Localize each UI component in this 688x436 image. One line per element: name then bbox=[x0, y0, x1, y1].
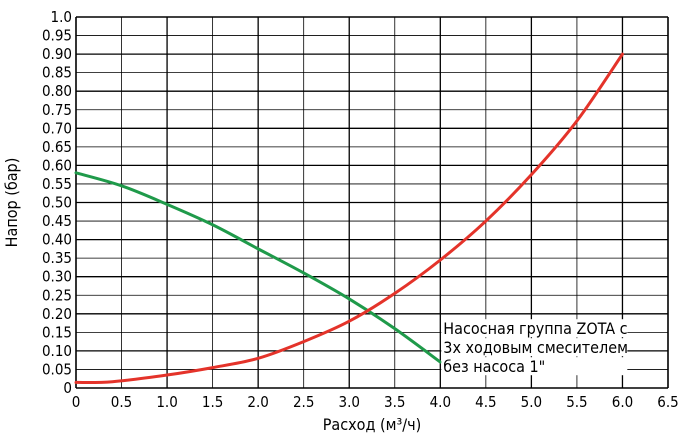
y-tick-label: 1.0 bbox=[51, 8, 72, 26]
y-tick-label: 0.40 bbox=[42, 231, 72, 249]
y-tick-label: 0.45 bbox=[42, 212, 72, 230]
y-tick-label: 0 bbox=[63, 379, 72, 397]
x-tick-label: 3.5 bbox=[384, 393, 405, 411]
y-tick-label: 0.35 bbox=[42, 249, 72, 267]
x-tick-label: 6.0 bbox=[612, 393, 633, 411]
x-tick-label: 4.5 bbox=[475, 393, 496, 411]
y-tick-label: 0.80 bbox=[42, 82, 72, 100]
y-tick-label: 0.10 bbox=[42, 342, 72, 360]
series-group bbox=[74, 52, 624, 384]
x-tick-label: 0.5 bbox=[111, 393, 132, 411]
x-tick-label: 5.0 bbox=[521, 393, 542, 411]
y-tick-label: 0.70 bbox=[42, 119, 72, 137]
y-tick-label: 0.30 bbox=[42, 268, 72, 286]
y-tick-label: 0.20 bbox=[42, 305, 72, 323]
annotation-bg bbox=[441, 338, 628, 357]
x-tick-label: 6.5 bbox=[657, 393, 678, 411]
y-tick-label: 0.25 bbox=[42, 286, 72, 304]
x-tick-labels: 0 0.5 1.0 1.5 2.0 2.5 3.0 3.5 4.0 4.5 5.0 5.5 6.0 6.5 bbox=[72, 393, 679, 411]
x-tick-label: 4.0 bbox=[430, 393, 451, 411]
annotation-bg bbox=[441, 319, 628, 338]
y-tick-label: 0.50 bbox=[42, 194, 72, 212]
x-tick-label: 1.5 bbox=[202, 393, 223, 411]
y-tick-label: 0.60 bbox=[42, 156, 72, 174]
y-tick-label: 0.55 bbox=[42, 175, 72, 193]
x-tick-label: 0 bbox=[72, 393, 81, 411]
y-tick-label: 0.85 bbox=[42, 64, 72, 82]
y-tick-label: 0.90 bbox=[42, 45, 72, 63]
annotation-bg bbox=[441, 357, 628, 376]
annotation-line: Насосная группа ZOTA с bbox=[443, 319, 627, 338]
x-tick-label: 1.0 bbox=[156, 393, 177, 411]
y-tick-label: 0.75 bbox=[42, 101, 72, 119]
y-tick-label: 0.95 bbox=[42, 27, 72, 45]
x-axis-label: Расход (м³/ч) bbox=[323, 415, 421, 434]
x-tick-label: 2.0 bbox=[247, 393, 268, 411]
series-line-2 bbox=[74, 52, 624, 384]
series-line-1 bbox=[74, 171, 442, 364]
annotation-line: без насоса 1" bbox=[443, 357, 545, 376]
y-tick-label: 0.65 bbox=[42, 138, 72, 156]
x-tick-label: 3.0 bbox=[339, 393, 360, 411]
y-tick-label: 0.15 bbox=[42, 323, 72, 341]
y-axis-label: Напор (бар) bbox=[2, 158, 21, 248]
annotation-box: Насосная группа ZOTA с3х ходовым смесите… bbox=[441, 319, 628, 376]
y-tick-labels: 00.050.100.150.200.250.300.350.400.450.5… bbox=[42, 8, 72, 397]
annotation-line: 3х ходовым смесителем bbox=[443, 338, 628, 357]
y-tick-label: 0.05 bbox=[42, 360, 72, 378]
x-tick-label: 5.5 bbox=[566, 393, 587, 411]
x-tick-label: 2.5 bbox=[293, 393, 314, 411]
